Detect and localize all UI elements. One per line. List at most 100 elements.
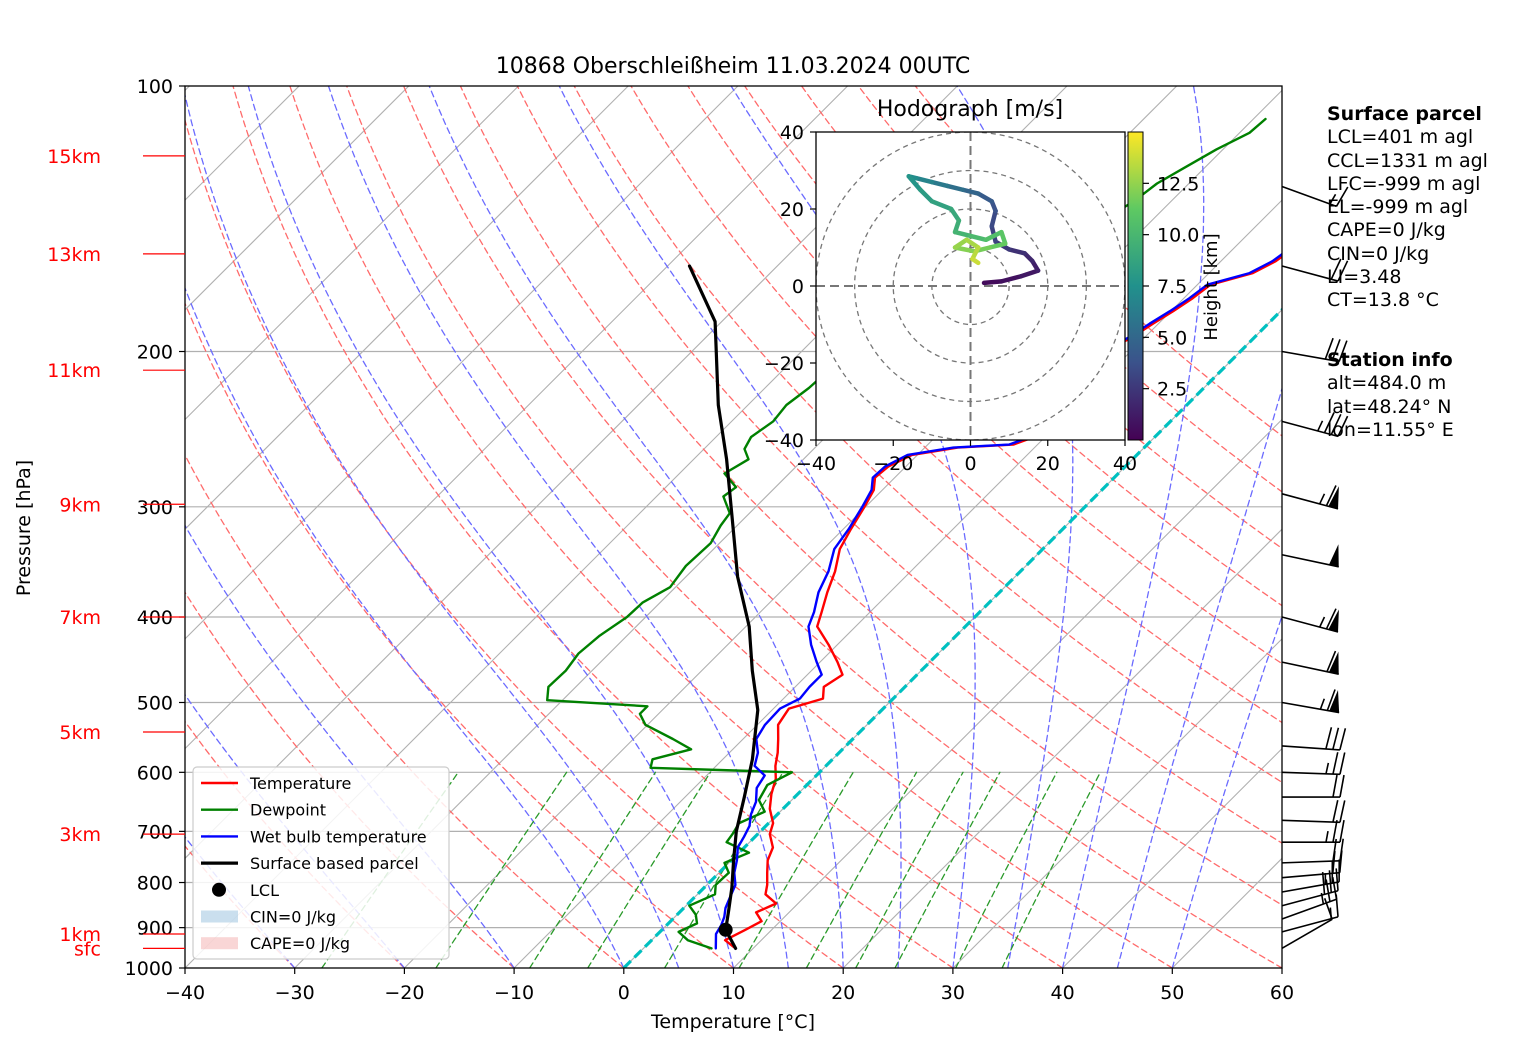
mixing-ratio-line — [955, 771, 1058, 968]
wind-barb — [1281, 727, 1347, 751]
moist-adiabat-line — [1171, 614, 1282, 968]
legend-label: Temperature — [249, 774, 351, 793]
colorbar-tick-label: 7.5 — [1157, 276, 1187, 298]
station-info-line: alt=484.0 m — [1327, 372, 1447, 395]
barb-full — [1326, 689, 1336, 711]
legend-item: Dewpoint — [201, 801, 326, 820]
barb-staff — [1281, 350, 1340, 363]
x-tick-label: 10 — [721, 982, 745, 1004]
moist-adiabat-line — [185, 524, 515, 968]
wind-barb — [1281, 258, 1349, 282]
y-tick-label: 300 — [137, 497, 173, 519]
legend-swatch — [212, 882, 226, 897]
barb-full — [1325, 485, 1337, 507]
surface-parcel-line: EL=-999 m agl — [1327, 196, 1469, 219]
barb-half — [1319, 698, 1326, 710]
y-tick-label: 800 — [137, 873, 173, 895]
x-axis-ticks: −40 −30 −20 −10 0 10 20 30 40 50 60 — [165, 968, 1294, 1004]
hodograph-segment — [975, 191, 994, 204]
dry-adiabat-line — [289, 86, 1064, 968]
legend-item: CAPE=0 J/kg — [201, 934, 350, 953]
surface-parcel-title: Surface parcel — [1327, 103, 1482, 125]
moist-adiabat-line — [558, 86, 902, 968]
colorbar-ticks: 2.5 5.0 7.5 10.0 12.5 — [1143, 173, 1199, 401]
hodograph-segment — [983, 229, 1004, 243]
surface-parcel-line: LFC=-999 m agl — [1327, 172, 1481, 195]
mixing-ratio-line — [805, 771, 918, 968]
isotherm-line — [842, 528, 1282, 968]
height-tick-label: 3km — [59, 824, 101, 846]
barb-half — [1325, 762, 1330, 775]
wind-barb — [1281, 800, 1346, 824]
dry-adiabat-line — [857, 86, 1282, 493]
barb-full — [1330, 413, 1342, 435]
x-tick-label: −10 — [494, 982, 534, 1004]
y-axis-ticks: 100 200 300 400 500 600 700 800 900 1000 — [125, 76, 185, 980]
surface-parcel-line: CIN=0 J/kg — [1327, 242, 1430, 265]
legend-swatch — [201, 910, 238, 923]
station-info-title: Station info — [1327, 349, 1453, 371]
moist-adiabat-line — [247, 86, 735, 968]
wind-barbs — [1281, 185, 1349, 950]
surface-parcel-line: CT=13.8 °C — [1327, 289, 1439, 312]
legend-item: Surface based parcel — [201, 854, 419, 873]
barb-full — [1335, 186, 1349, 207]
legend-item: CIN=0 J/kg — [201, 908, 336, 927]
series-line — [687, 264, 760, 951]
legend-label: Surface based parcel — [250, 854, 419, 873]
hodograph-segment — [906, 174, 923, 192]
hodograph-trace — [906, 174, 1041, 286]
wind-barb — [1281, 608, 1339, 633]
hodograph-inset: Hodograph [m/s] −40 −20 0 20 40 40 20 0 −20 −40 2… — [764, 97, 1222, 475]
moist-adiabat-line — [428, 86, 844, 968]
hodograph-segment — [1018, 268, 1041, 279]
barb-staff — [1281, 819, 1340, 824]
barb-full — [1331, 339, 1341, 361]
barb-flag — [1329, 690, 1340, 713]
barb-full — [1335, 868, 1339, 891]
legend-label: LCL — [250, 881, 279, 900]
surface-parcel-panel: Surface parcel LCL=401 m agl CCL=1331 m … — [1327, 103, 1488, 313]
hodograph-title: Hodograph [m/s] — [877, 97, 1063, 122]
y-tick-label: 200 — [137, 342, 173, 364]
mixing-ratio-line — [1001, 771, 1101, 968]
y-axis-label: Pressure [hPa] — [13, 460, 35, 596]
colorbar-tick-label: 2.5 — [1157, 379, 1187, 401]
station-info-panel: Station info alt=484.0 m lat=48.24° N lo… — [1327, 349, 1454, 442]
colorbar-label: Height [km] — [1201, 233, 1222, 340]
wind-barb — [1281, 412, 1349, 438]
hodograph-segment — [929, 199, 954, 212]
moist-adiabat-line — [327, 86, 790, 968]
isotherm-line — [185, 86, 848, 750]
hodograph-segment — [964, 237, 981, 250]
wind-barb — [1282, 774, 1345, 798]
hodograph-x-tick-label: 20 — [1036, 453, 1060, 475]
hodograph-y-tick-label: −40 — [764, 430, 804, 452]
barb-half — [1329, 193, 1337, 205]
x-tick-label: 40 — [1051, 982, 1075, 1004]
legend-item: LCL — [212, 881, 279, 900]
legend-label: CIN=0 J/kg — [250, 908, 336, 927]
x-tick-label: 30 — [941, 982, 965, 1004]
barb-staff — [1281, 889, 1339, 907]
barb-full — [1332, 774, 1338, 798]
barb-half — [1318, 616, 1326, 628]
hodograph-y-tick-label: 0 — [792, 276, 804, 298]
dry-adiabat-line — [185, 453, 625, 968]
hodograph-x-tick-label: −20 — [873, 453, 913, 475]
freezing-isotherm — [622, 307, 1282, 968]
x-tick-label: 60 — [1270, 982, 1294, 1004]
barb-half — [1317, 420, 1324, 432]
wind-barb — [1281, 689, 1340, 714]
barb-staff — [1281, 420, 1339, 438]
isotherm-line — [185, 86, 739, 640]
barb-full — [1326, 650, 1337, 673]
height-tick-label: 9km — [59, 494, 101, 516]
hodograph-segment — [952, 237, 969, 250]
dry-adiabat-line — [185, 117, 844, 968]
wind-barb — [1281, 752, 1346, 776]
moist-adiabat-line — [185, 286, 625, 968]
station-info-line: lon=11.55° E — [1327, 418, 1454, 441]
barb-staff — [1281, 860, 1340, 864]
